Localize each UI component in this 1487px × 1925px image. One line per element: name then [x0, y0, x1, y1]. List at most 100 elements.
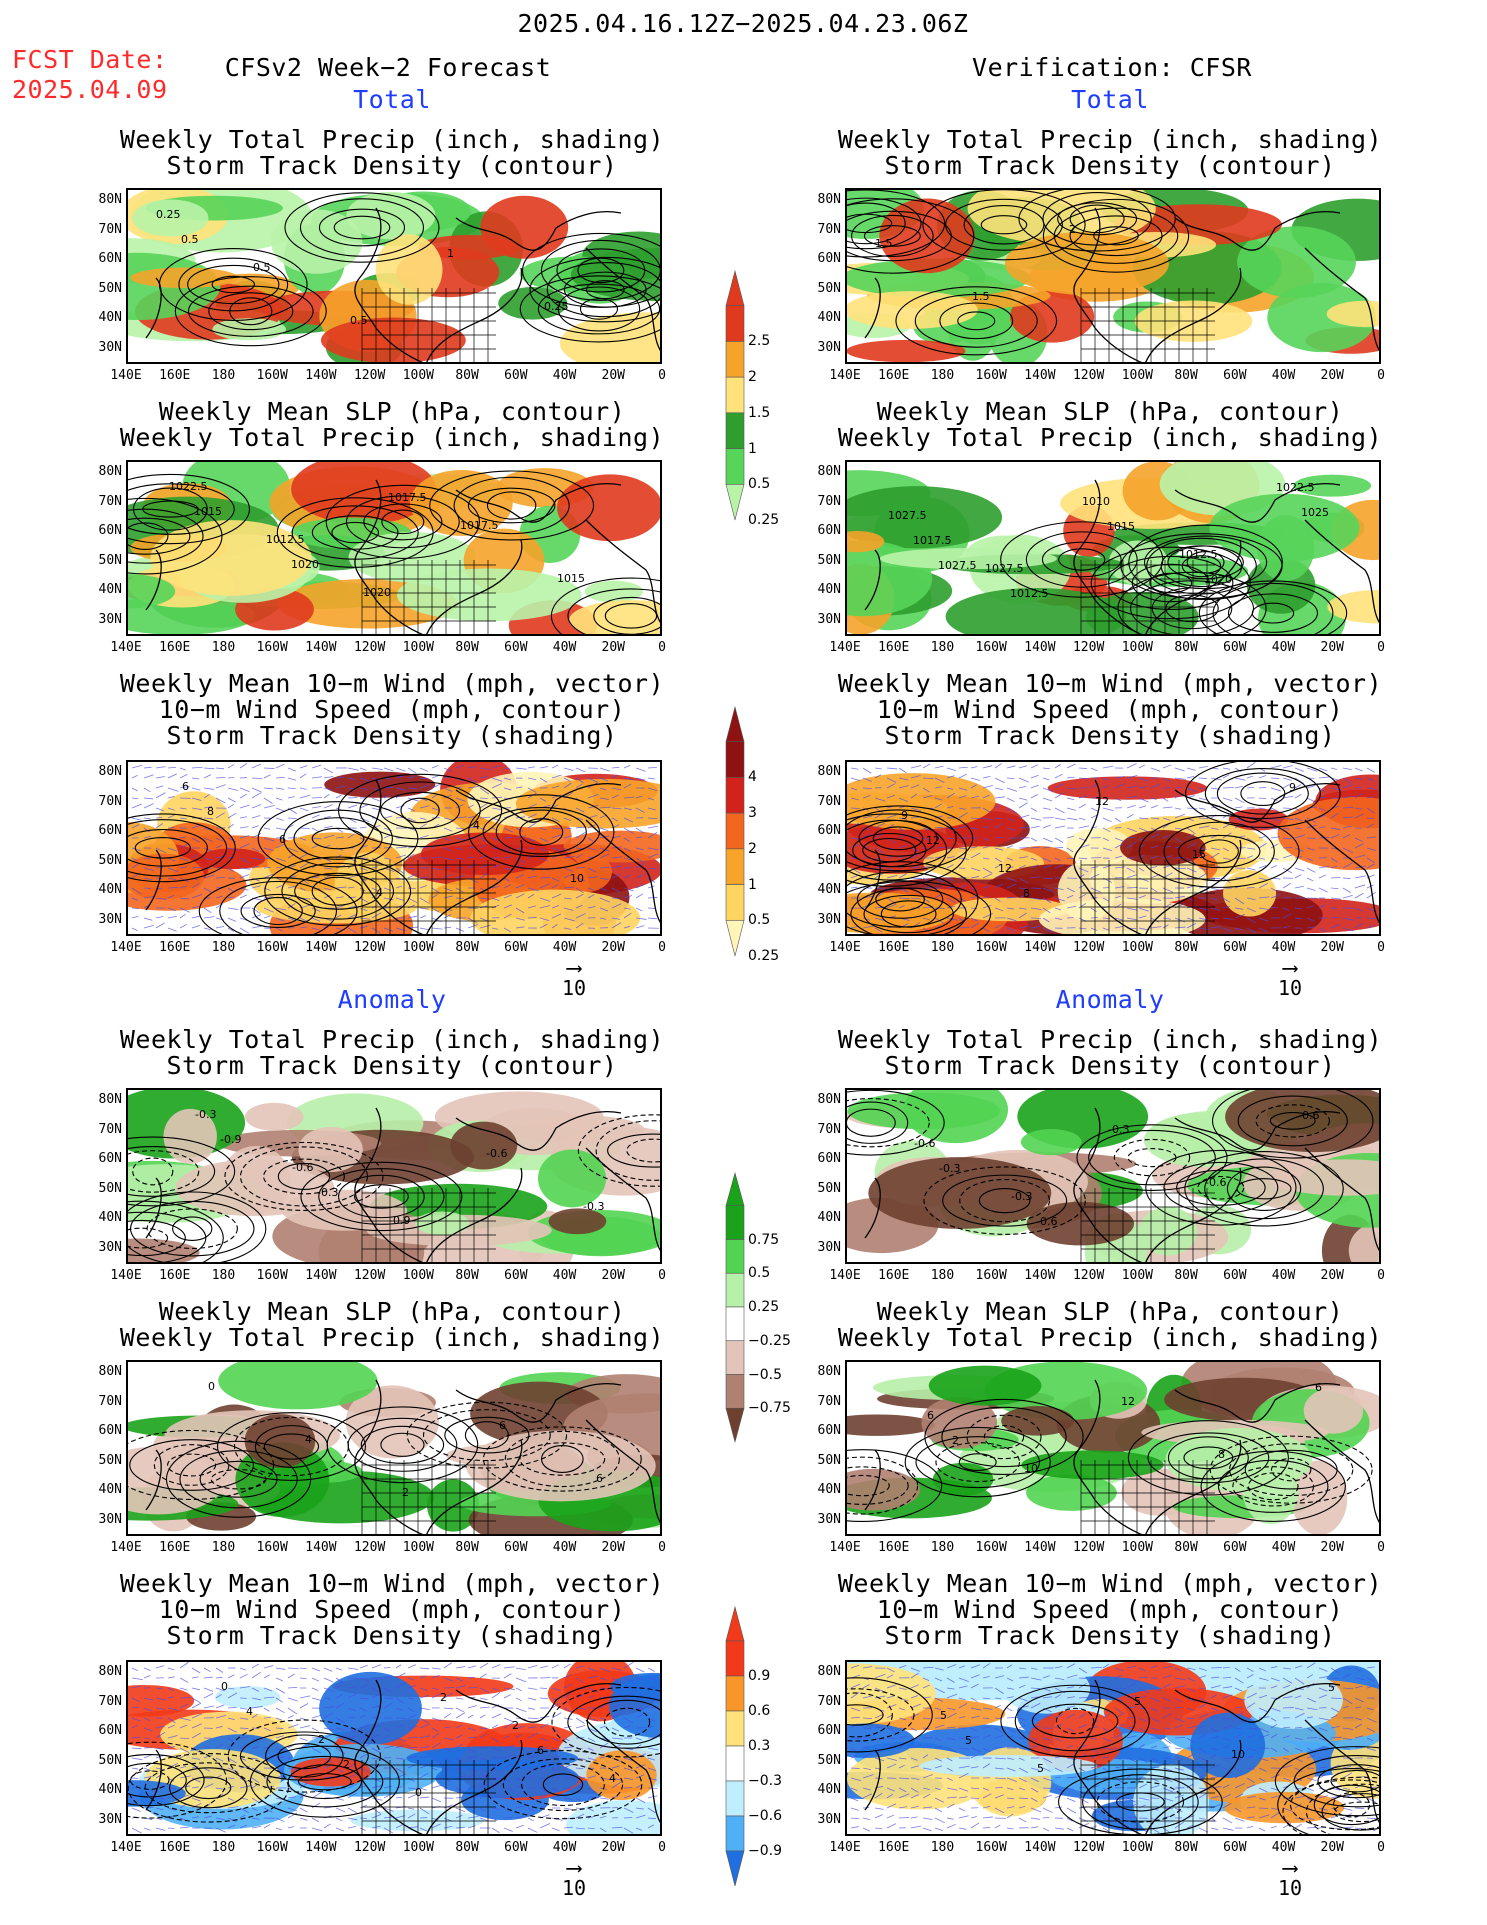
shading-region: [845, 1468, 921, 1511]
panel-title: Weekly Total Precip (inch, shading): [119, 1025, 665, 1054]
contour-line: [1255, 1104, 1330, 1138]
contour-line: [845, 813, 967, 887]
total-section-label-left: Total: [353, 85, 431, 114]
longitude-tick-label: 20W: [601, 640, 626, 655]
contour-line: [1305, 1783, 1381, 1836]
shading-region: [1209, 493, 1360, 562]
contour-line: [1090, 546, 1251, 620]
contour-line: [1211, 1088, 1374, 1159]
contour-line: [845, 880, 992, 936]
colorbar-tick-label: 0.25: [748, 1299, 780, 1315]
shading-region: [345, 1385, 439, 1459]
contour-line: [359, 781, 481, 840]
longitude-tick-label: 120W: [1072, 1540, 1105, 1555]
latitude-tick-label: 70N: [98, 1693, 122, 1709]
longitude-tick-label: 120W: [1072, 940, 1105, 955]
shading-region: [175, 1159, 335, 1217]
panel-title: Weekly Mean 10−m Wind (mph, vector): [119, 1569, 665, 1598]
contour-label: 12: [926, 834, 940, 847]
map-frame: [845, 1360, 1381, 1536]
contour-label: -0.3: [583, 1200, 604, 1213]
shading-region: [270, 209, 363, 274]
latitude-tick-label: 80N: [817, 1664, 841, 1679]
latitude-tick-label: 30N: [817, 611, 841, 627]
shading-region: [845, 258, 1031, 298]
contour-line: [300, 1161, 463, 1232]
contour-label: 8: [207, 805, 214, 818]
contour-label: 1022.5: [169, 480, 208, 493]
longitude-tick-label: 140W: [1024, 1268, 1056, 1283]
contour-line: [579, 298, 619, 320]
longitude-tick-label: 20W: [1320, 640, 1345, 655]
contour-line: [453, 476, 570, 535]
contour-line: [845, 809, 957, 868]
coastline: [585, 1719, 662, 1826]
latitude-tick-label: 70N: [817, 1693, 841, 1709]
contour-line: [1227, 593, 1319, 633]
contour-line: [914, 293, 1038, 348]
arrow-right-icon: ⟶: [567, 956, 581, 981]
contour-label: 10: [570, 872, 584, 885]
contour-label: 2: [440, 1691, 447, 1704]
contour-line: [297, 1773, 352, 1791]
contour-line: [294, 872, 382, 910]
colorbar-tick-label: 1: [748, 876, 757, 893]
longitude-tick-label: 160E: [159, 640, 191, 655]
coastline: [354, 1107, 427, 1264]
longitude-tick-label: 120W: [353, 1840, 386, 1855]
contour-label: 5: [940, 1709, 947, 1722]
contour-label: 4: [609, 1772, 616, 1785]
coastline: [354, 779, 427, 936]
contour-line: [1082, 1774, 1199, 1830]
latitude-tick-label: 40N: [817, 310, 841, 325]
contour-label: 1027.5: [938, 559, 977, 572]
colorbar-strip: [725, 1171, 745, 1444]
longitude-tick-label: 60W: [504, 1268, 528, 1283]
contour-line: [1176, 1169, 1266, 1206]
contour-line: [1165, 594, 1219, 623]
longitude-tick-label: 20W: [601, 1540, 626, 1555]
longitude-tick-label: 80W: [455, 368, 479, 383]
anomaly-section-label-left: Anomaly: [337, 985, 447, 1014]
map-canvas: 6 10 12 8 6 2: [845, 1360, 1381, 1536]
shading-region: [470, 889, 641, 936]
coastline: [1073, 1107, 1146, 1264]
coastline: [1304, 247, 1381, 354]
shading-region: [320, 317, 466, 364]
contour-line: [1160, 545, 1243, 588]
contour-line: [1138, 815, 1300, 888]
contour-line: [126, 1429, 275, 1500]
shading-region: [919, 1755, 1098, 1777]
longitude-tick-label: 180: [930, 640, 955, 655]
latitude-tick-label: 30N: [98, 1811, 122, 1827]
contour-line: [845, 1474, 890, 1497]
contour-line: [400, 797, 440, 824]
coastline: [1144, 1167, 1242, 1264]
longitude-tick-label: 80W: [1174, 640, 1198, 655]
longitude-tick-label: 20W: [1320, 940, 1345, 955]
coastline: [1174, 483, 1341, 523]
shading-region: [290, 1757, 372, 1787]
coastline: [864, 1449, 881, 1511]
colorbar-precip-anomaly: 0.75 0.5 0.25 −0.25 −0.5 −0.75: [720, 1171, 791, 1448]
shading-region: [1348, 1222, 1381, 1264]
contour-line: [551, 1686, 662, 1758]
coastline: [1144, 539, 1242, 636]
shading-region: [610, 1672, 662, 1701]
shading-region: [1267, 283, 1377, 353]
latitude-tick-label: 30N: [817, 1511, 841, 1527]
contour-label: 1020: [1204, 573, 1232, 586]
contour-line: [915, 1436, 1041, 1489]
longitude-tick-label: 60W: [1223, 1268, 1247, 1283]
contour-line: [607, 1133, 662, 1168]
contour-line: [1041, 541, 1122, 578]
shading-region: [415, 1211, 470, 1236]
contour-line: [1117, 571, 1267, 636]
shading-region: [1065, 827, 1133, 865]
contour-line: [595, 1120, 662, 1181]
longitude-tick-label: 120W: [353, 1268, 386, 1283]
longitude-tick-label: 140E: [110, 1268, 142, 1283]
longitude-tick-label: 0: [658, 940, 666, 955]
colorbar-tick-label: −0.9: [748, 1843, 782, 1859]
arrow-right-icon: ⟶: [1283, 1856, 1297, 1881]
